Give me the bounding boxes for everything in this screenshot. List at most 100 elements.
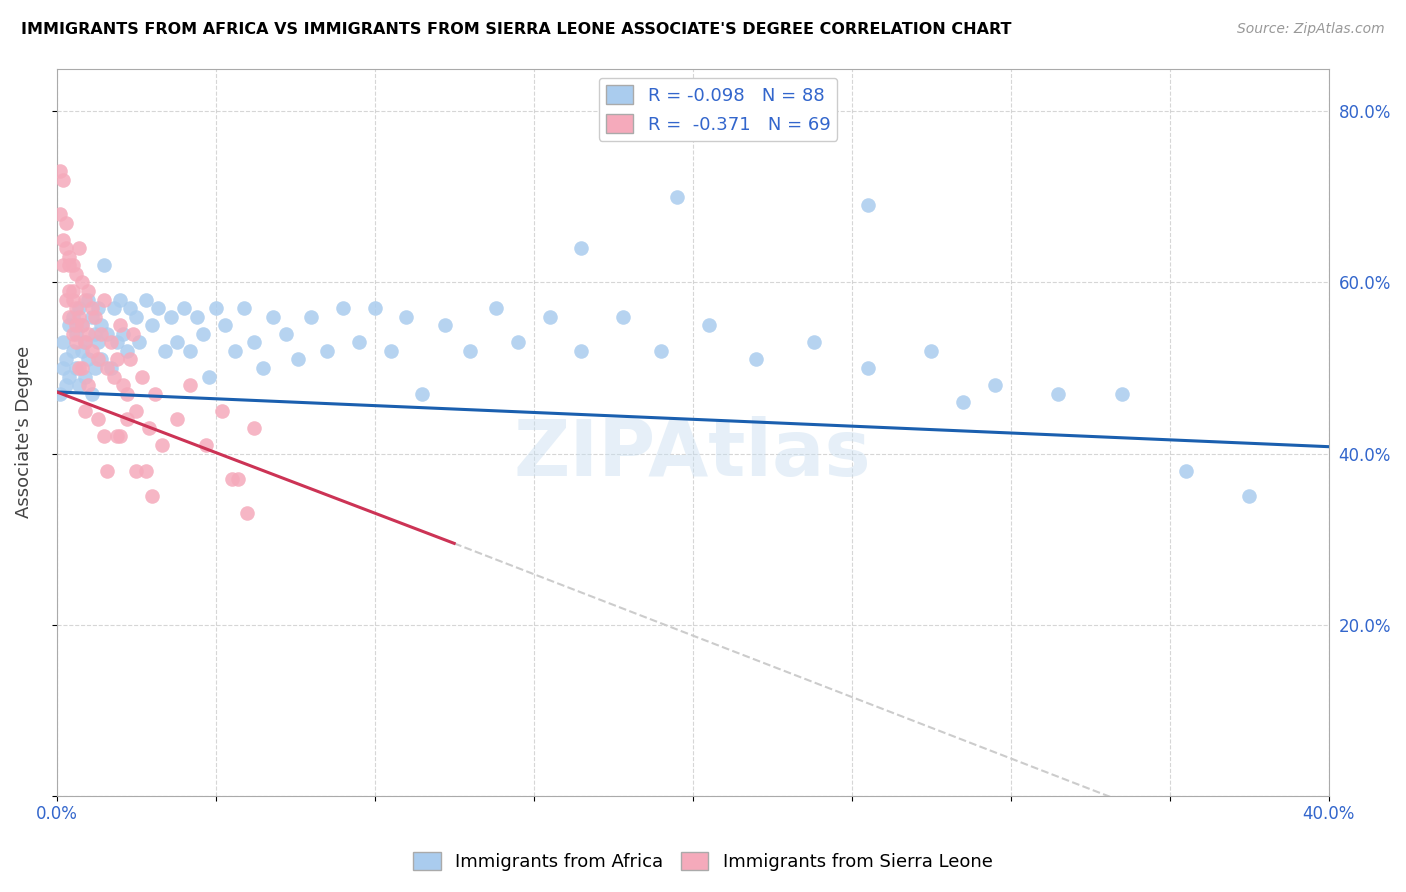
Point [83, 326, 105, 341]
Point [87, 352, 110, 367]
Point [131, 369, 153, 384]
Point [745, 352, 768, 367]
Point [80, 343, 103, 358]
Point [179, 378, 201, 392]
Point [65, 361, 87, 376]
Point [236, 507, 259, 521]
Point [252, 361, 274, 376]
Point [262, 310, 284, 324]
Point [195, 438, 218, 452]
Point [67, 241, 90, 255]
Point [118, 352, 141, 367]
Point [77, 326, 100, 341]
Point [52, 335, 75, 350]
Point [58, 284, 80, 298]
Point [55, 352, 77, 367]
Point [984, 378, 1007, 392]
Point [128, 335, 150, 350]
Point [920, 343, 942, 358]
Point [226, 472, 249, 486]
Point [211, 403, 233, 417]
Point [569, 241, 592, 255]
Point [125, 310, 148, 324]
Point [1047, 386, 1070, 401]
Point [110, 293, 132, 307]
Point [221, 472, 243, 486]
Point [75, 335, 97, 350]
Point [332, 301, 354, 315]
Point [1174, 464, 1197, 478]
Point [103, 301, 125, 315]
Point [287, 352, 309, 367]
Point [77, 293, 100, 307]
Point [224, 343, 246, 358]
Point [65, 318, 87, 333]
Point [856, 198, 879, 212]
Point [243, 335, 266, 350]
Point [80, 386, 103, 401]
Point [952, 395, 974, 409]
Point [62, 310, 84, 324]
Point [484, 301, 506, 315]
Point [141, 489, 163, 503]
Y-axis label: Associate's Degree: Associate's Degree [15, 346, 32, 518]
Point [93, 258, 115, 272]
Point [77, 352, 100, 367]
Point [55, 293, 77, 307]
Point [506, 335, 529, 350]
Point [58, 250, 80, 264]
Point [52, 361, 75, 376]
Point [49, 164, 72, 178]
Point [93, 293, 115, 307]
Point [458, 343, 481, 358]
Point [153, 343, 176, 358]
Point [191, 326, 214, 341]
Point [433, 318, 456, 333]
Point [233, 301, 256, 315]
Point [67, 361, 90, 376]
Point [52, 173, 75, 187]
Point [70, 276, 93, 290]
Point [52, 258, 75, 272]
Point [105, 429, 128, 443]
Point [243, 421, 266, 435]
Point [62, 258, 84, 272]
Point [105, 335, 128, 350]
Point [80, 301, 103, 315]
Point [569, 343, 592, 358]
Point [803, 335, 825, 350]
Point [665, 190, 688, 204]
Point [87, 335, 110, 350]
Point [75, 293, 97, 307]
Point [93, 429, 115, 443]
Point [87, 412, 110, 426]
Point [612, 310, 634, 324]
Point [62, 343, 84, 358]
Point [115, 343, 138, 358]
Point [67, 378, 90, 392]
Point [112, 378, 135, 392]
Point [55, 378, 77, 392]
Point [186, 310, 208, 324]
Point [62, 326, 84, 341]
Point [112, 326, 135, 341]
Point [856, 361, 879, 376]
Point [65, 335, 87, 350]
Point [411, 386, 433, 401]
Point [75, 369, 97, 384]
Point [204, 301, 226, 315]
Point [96, 361, 118, 376]
Point [96, 326, 118, 341]
Point [138, 421, 160, 435]
Point [77, 284, 100, 298]
Point [347, 335, 370, 350]
Point [55, 215, 77, 229]
Point [90, 352, 112, 367]
Point [62, 293, 84, 307]
Point [52, 233, 75, 247]
Point [65, 267, 87, 281]
Point [80, 310, 103, 324]
Point [173, 301, 195, 315]
Point [160, 310, 183, 324]
Point [70, 318, 93, 333]
